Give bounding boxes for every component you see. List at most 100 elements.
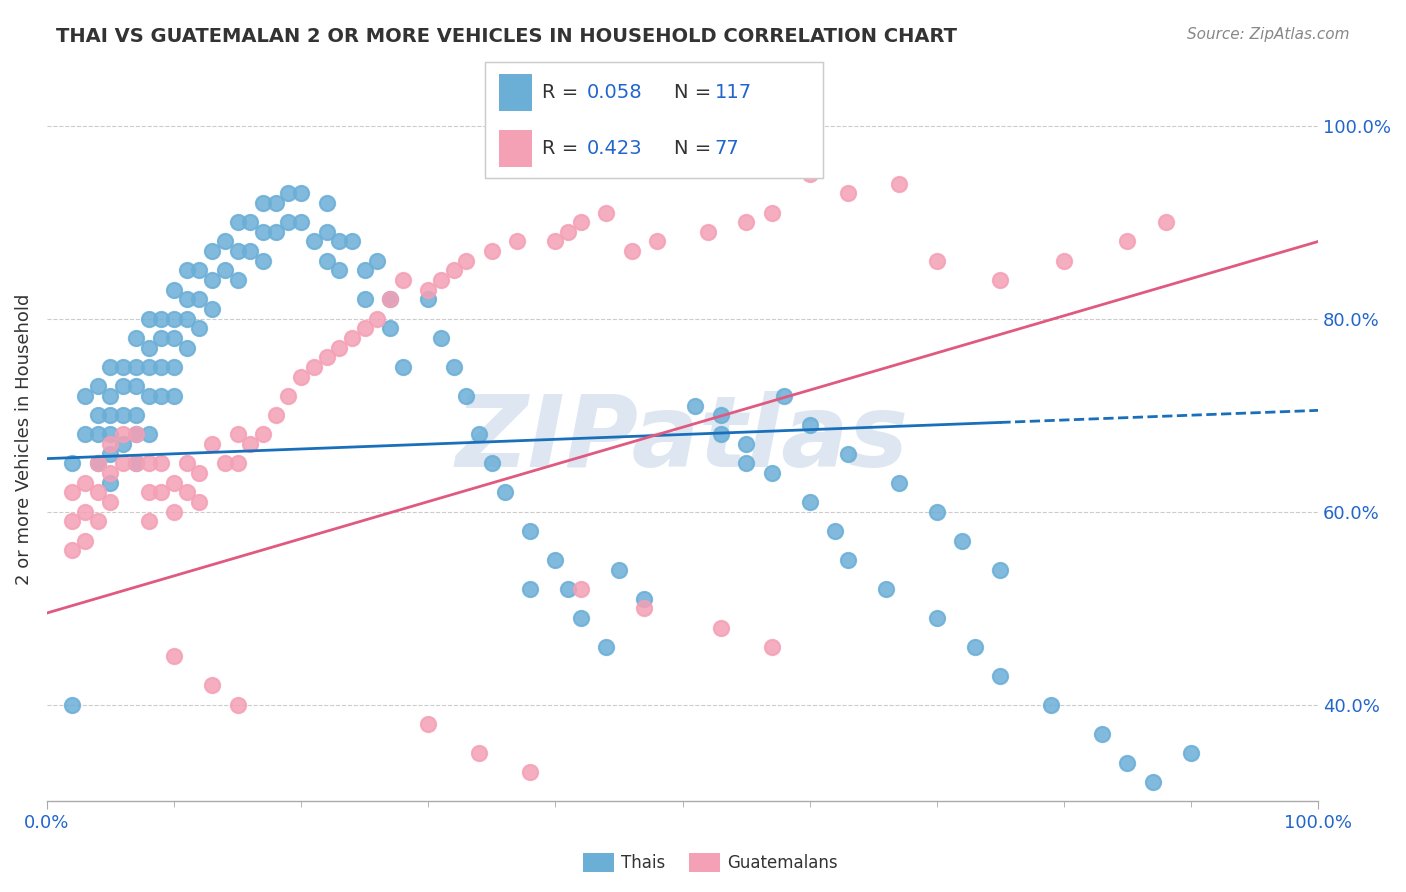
Point xyxy=(430,331,453,345)
Point xyxy=(73,475,96,490)
Point xyxy=(100,495,122,509)
Point xyxy=(837,553,859,567)
Point xyxy=(366,253,388,268)
Point xyxy=(125,427,148,442)
Point xyxy=(73,533,96,548)
Point xyxy=(569,582,592,596)
Text: N =: N = xyxy=(673,83,717,102)
Point xyxy=(150,359,173,374)
Point xyxy=(290,215,312,229)
Point xyxy=(925,253,948,268)
Point xyxy=(125,408,148,422)
Point xyxy=(138,457,160,471)
Point xyxy=(188,293,211,307)
Point xyxy=(837,186,859,201)
Point xyxy=(799,495,821,509)
Point xyxy=(112,408,135,422)
Point xyxy=(1053,253,1076,268)
Point xyxy=(290,186,312,201)
Point xyxy=(100,389,122,403)
Point xyxy=(328,341,350,355)
Point xyxy=(176,293,198,307)
Point xyxy=(456,389,478,403)
Point xyxy=(87,379,110,393)
Point xyxy=(226,273,249,287)
Point xyxy=(887,475,910,490)
Point xyxy=(125,457,148,471)
Point xyxy=(264,225,287,239)
Point xyxy=(519,524,541,538)
Text: 0.423: 0.423 xyxy=(586,139,643,158)
Point xyxy=(683,399,706,413)
Point xyxy=(214,457,236,471)
Point xyxy=(378,321,401,335)
Text: 117: 117 xyxy=(714,83,752,102)
Point xyxy=(73,505,96,519)
Point xyxy=(506,235,529,249)
Point xyxy=(443,359,465,374)
Point xyxy=(418,717,440,731)
Text: Thais: Thais xyxy=(621,854,665,871)
Point xyxy=(163,311,186,326)
Point xyxy=(163,505,186,519)
Point xyxy=(100,427,122,442)
Point xyxy=(176,341,198,355)
Point xyxy=(1116,235,1139,249)
Point xyxy=(544,235,567,249)
Point xyxy=(735,215,758,229)
Point xyxy=(100,475,122,490)
Point xyxy=(201,437,224,451)
Point xyxy=(988,273,1011,287)
Point xyxy=(138,359,160,374)
Point xyxy=(1180,746,1202,760)
Point xyxy=(315,225,337,239)
Point xyxy=(239,215,262,229)
Point xyxy=(340,331,363,345)
Point xyxy=(252,427,274,442)
Point xyxy=(112,359,135,374)
Point xyxy=(188,321,211,335)
Point xyxy=(481,457,503,471)
Point xyxy=(226,427,249,442)
Point xyxy=(773,389,796,403)
Point xyxy=(138,427,160,442)
Point xyxy=(443,263,465,277)
Point xyxy=(252,253,274,268)
Point xyxy=(328,263,350,277)
Point xyxy=(163,359,186,374)
Point xyxy=(735,457,758,471)
Point xyxy=(138,311,160,326)
Point xyxy=(799,167,821,181)
Point xyxy=(418,283,440,297)
Point xyxy=(620,244,643,259)
Point xyxy=(138,514,160,528)
Point xyxy=(569,215,592,229)
Point xyxy=(87,427,110,442)
Text: ZIPatlas: ZIPatlas xyxy=(456,391,910,488)
Point xyxy=(214,235,236,249)
Point xyxy=(176,457,198,471)
Point xyxy=(176,311,198,326)
Point xyxy=(239,437,262,451)
Point xyxy=(418,293,440,307)
Point xyxy=(1040,698,1063,712)
Point xyxy=(1091,726,1114,740)
Point xyxy=(875,582,897,596)
Point xyxy=(201,273,224,287)
Point xyxy=(60,514,83,528)
Point xyxy=(188,263,211,277)
Point xyxy=(925,611,948,625)
Point xyxy=(569,611,592,625)
Point xyxy=(468,427,491,442)
Point xyxy=(761,205,783,219)
Point xyxy=(100,437,122,451)
Point xyxy=(100,466,122,480)
Point xyxy=(353,293,375,307)
Point xyxy=(302,359,325,374)
Point xyxy=(315,195,337,210)
Point xyxy=(239,244,262,259)
Point xyxy=(87,514,110,528)
Point xyxy=(607,563,630,577)
Point xyxy=(100,408,122,422)
Point xyxy=(353,321,375,335)
